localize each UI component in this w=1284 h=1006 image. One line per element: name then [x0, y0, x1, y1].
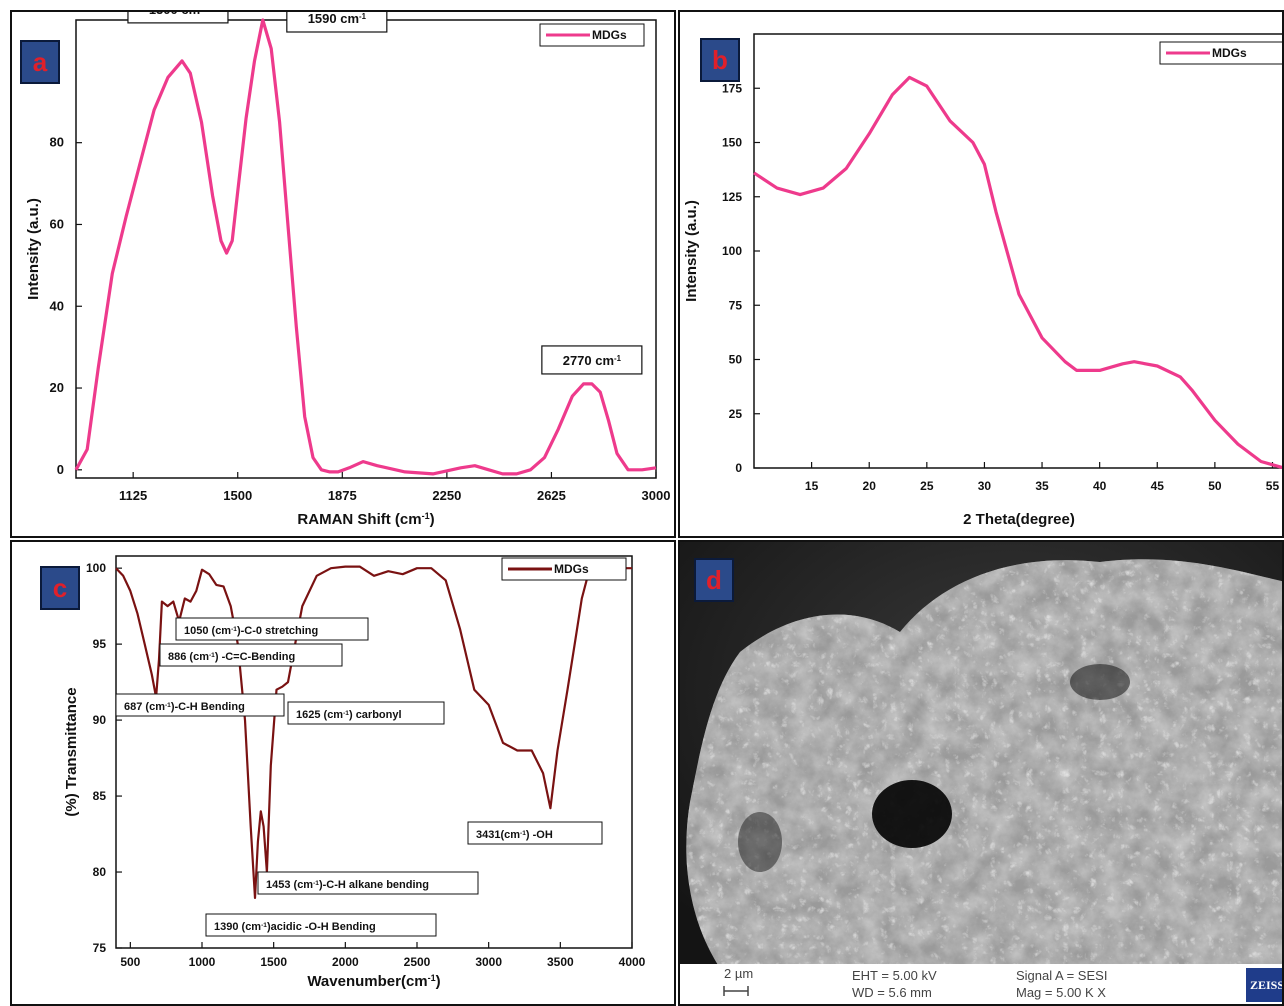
x-tick-label: 3000 [642, 488, 671, 503]
ftir-label-box [159, 643, 343, 667]
x-tick-label: 40 [1093, 479, 1107, 493]
y-tick-label: 125 [722, 190, 742, 204]
sem-info-bar: 2 µm EHT = 5.00 kV WD = 5.6 mm Signal A … [680, 964, 1282, 1004]
x-tick-label: 500 [120, 955, 140, 969]
ftir-label: 1453 (cm-1)-C-H alkane bending [266, 879, 429, 891]
x-tick-label: 1500 [223, 488, 252, 503]
x-tick-label: 15 [805, 479, 819, 493]
x-tick-label: 3500 [547, 955, 574, 969]
x-tick-label: 1875 [328, 488, 357, 503]
peak-label-box [286, 12, 388, 33]
series-line-mdgs [115, 565, 632, 899]
x-tick-label: 3000 [475, 955, 502, 969]
legend-box [1159, 41, 1282, 65]
ftir-label-box [175, 617, 369, 641]
y-axis-label: Intensity (a.u.) [683, 200, 700, 302]
y-tick-label: 75 [93, 941, 107, 955]
sem-scale-bar [723, 986, 749, 996]
sem-scale-label: 2 µm [724, 966, 754, 981]
x-axis-label: Wavenumber(cm-1) [307, 973, 440, 990]
ftir-label: 3431(cm-1) -OH [476, 829, 553, 841]
y-tick-label: 90 [93, 713, 107, 727]
x-tick-label: 1500 [260, 955, 287, 969]
ftir-label-box [287, 701, 445, 725]
x-tick-label: 45 [1151, 479, 1165, 493]
xrd-chart: 15 20 25 30 35 40 45 50 55 0 25 50 75 100 125 150 175 2 T… [683, 33, 1282, 528]
y-tick-label: 95 [93, 637, 107, 651]
peak-label: 2770 cm-1 [563, 353, 622, 368]
x-tick-label: 1125 [119, 488, 147, 503]
x-tick-label: 30 [978, 479, 992, 493]
ftir-label-box [257, 871, 479, 895]
ftir-label: 1050 (cm-1)-C-0 stretching [184, 625, 318, 637]
raman-chart: 1125 1500 1875 2250 2625 3000 0 20 40 60 80 RAMAN S… [25, 12, 671, 528]
legend-label: MDGs [592, 28, 627, 42]
panel-a-raman: 1125 1500 1875 2250 2625 3000 0 20 40 60 80 RAMAN S… [10, 10, 676, 538]
y-tick-label: 60 [50, 216, 64, 231]
y-tick-label: 75 [729, 298, 743, 312]
sem-image [680, 542, 1282, 968]
zeiss-logo: ZEISS [1246, 968, 1282, 1002]
panel-label-a: a [20, 40, 60, 84]
y-tick-label: 25 [729, 407, 743, 421]
legend-box [539, 23, 645, 47]
plot-frame [753, 33, 1282, 469]
ftir-label: 1625 (cm-1) carbonyl [296, 709, 402, 721]
x-tick-label: 4000 [619, 955, 646, 969]
x-tick-label: 55 [1266, 479, 1280, 493]
x-tick-label: 1000 [189, 955, 216, 969]
y-tick-label: 175 [722, 81, 742, 95]
y-tick-label: 85 [93, 789, 107, 803]
y-axis-label: (%) Transmittance [63, 687, 80, 816]
y-tick-label: 50 [729, 353, 743, 367]
sem-eht: EHT = 5.00 kV [852, 968, 937, 983]
ftir-label-box [115, 693, 285, 717]
ftir-label: 1390 (cm-1)acidic -O-H Bending [214, 921, 376, 933]
x-tick-label: 2625 [537, 488, 566, 503]
y-tick-label: 100 [86, 561, 106, 575]
ftir-label-box [205, 913, 437, 937]
y-tick-label: 20 [50, 380, 64, 395]
ftir-label: 886 (cm-1) -C=C-Bending [168, 651, 295, 663]
sem-mag: Mag = 5.00 K X [1016, 985, 1106, 1000]
legend-label: MDGs [1212, 46, 1247, 60]
peak-label-box [541, 345, 643, 375]
panel-d-sem: d 2 µm EHT = 5.00 kV WD = 5.6 mm Signal … [678, 540, 1284, 1006]
y-tick-label: 100 [722, 244, 742, 258]
y-axis-label: Intensity (a.u.) [25, 198, 42, 300]
peak-label-box [127, 12, 229, 24]
legend-box [501, 557, 627, 581]
series-line-mdgs [753, 75, 1282, 470]
x-tick-label: 50 [1208, 479, 1222, 493]
x-tick-label: 20 [863, 479, 877, 493]
y-tick-label: 0 [735, 461, 742, 475]
peak-label: 1590 cm-1 [308, 12, 367, 26]
x-axis-label: RAMAN Shift (cm-1) [297, 511, 434, 528]
panel-b-xrd: 15 20 25 30 35 40 45 50 55 0 25 50 75 100 125 150 175 2 T… [678, 10, 1284, 538]
y-tick-label: 80 [93, 865, 107, 879]
x-tick-label: 35 [1035, 479, 1049, 493]
panel-label-d: d [694, 558, 734, 602]
ftir-label: 687 (cm-1)-C-H Bending [124, 701, 245, 713]
y-tick-label: 150 [722, 136, 742, 150]
ftir-chart: 500 1000 1500 2000 2500 3000 3500 4000 75 80 85 90 9… [63, 555, 646, 990]
sem-signal: Signal A = SESI [1016, 968, 1108, 983]
x-tick-label: 2000 [332, 955, 359, 969]
x-tick-label: 25 [920, 479, 934, 493]
series-line-mdgs [74, 18, 657, 476]
x-tick-label: 2500 [404, 955, 431, 969]
peak-label: 1300 cm-1 [149, 12, 208, 17]
x-axis-label: 2 Theta(degree) [963, 511, 1075, 528]
panel-label-b: b [700, 38, 740, 82]
y-tick-label: 0 [57, 462, 64, 477]
panel-label-c: c [40, 566, 80, 610]
ftir-label-box [467, 821, 603, 845]
sem-wd: WD = 5.6 mm [852, 985, 932, 1000]
x-tick-label: 2250 [432, 488, 461, 503]
y-tick-label: 80 [50, 135, 64, 150]
plot-frame [115, 555, 633, 949]
panel-c-ftir: 500 1000 1500 2000 2500 3000 3500 4000 75 80 85 90 9… [10, 540, 676, 1006]
y-tick-label: 40 [50, 298, 64, 313]
legend-label: MDGs [554, 562, 589, 576]
